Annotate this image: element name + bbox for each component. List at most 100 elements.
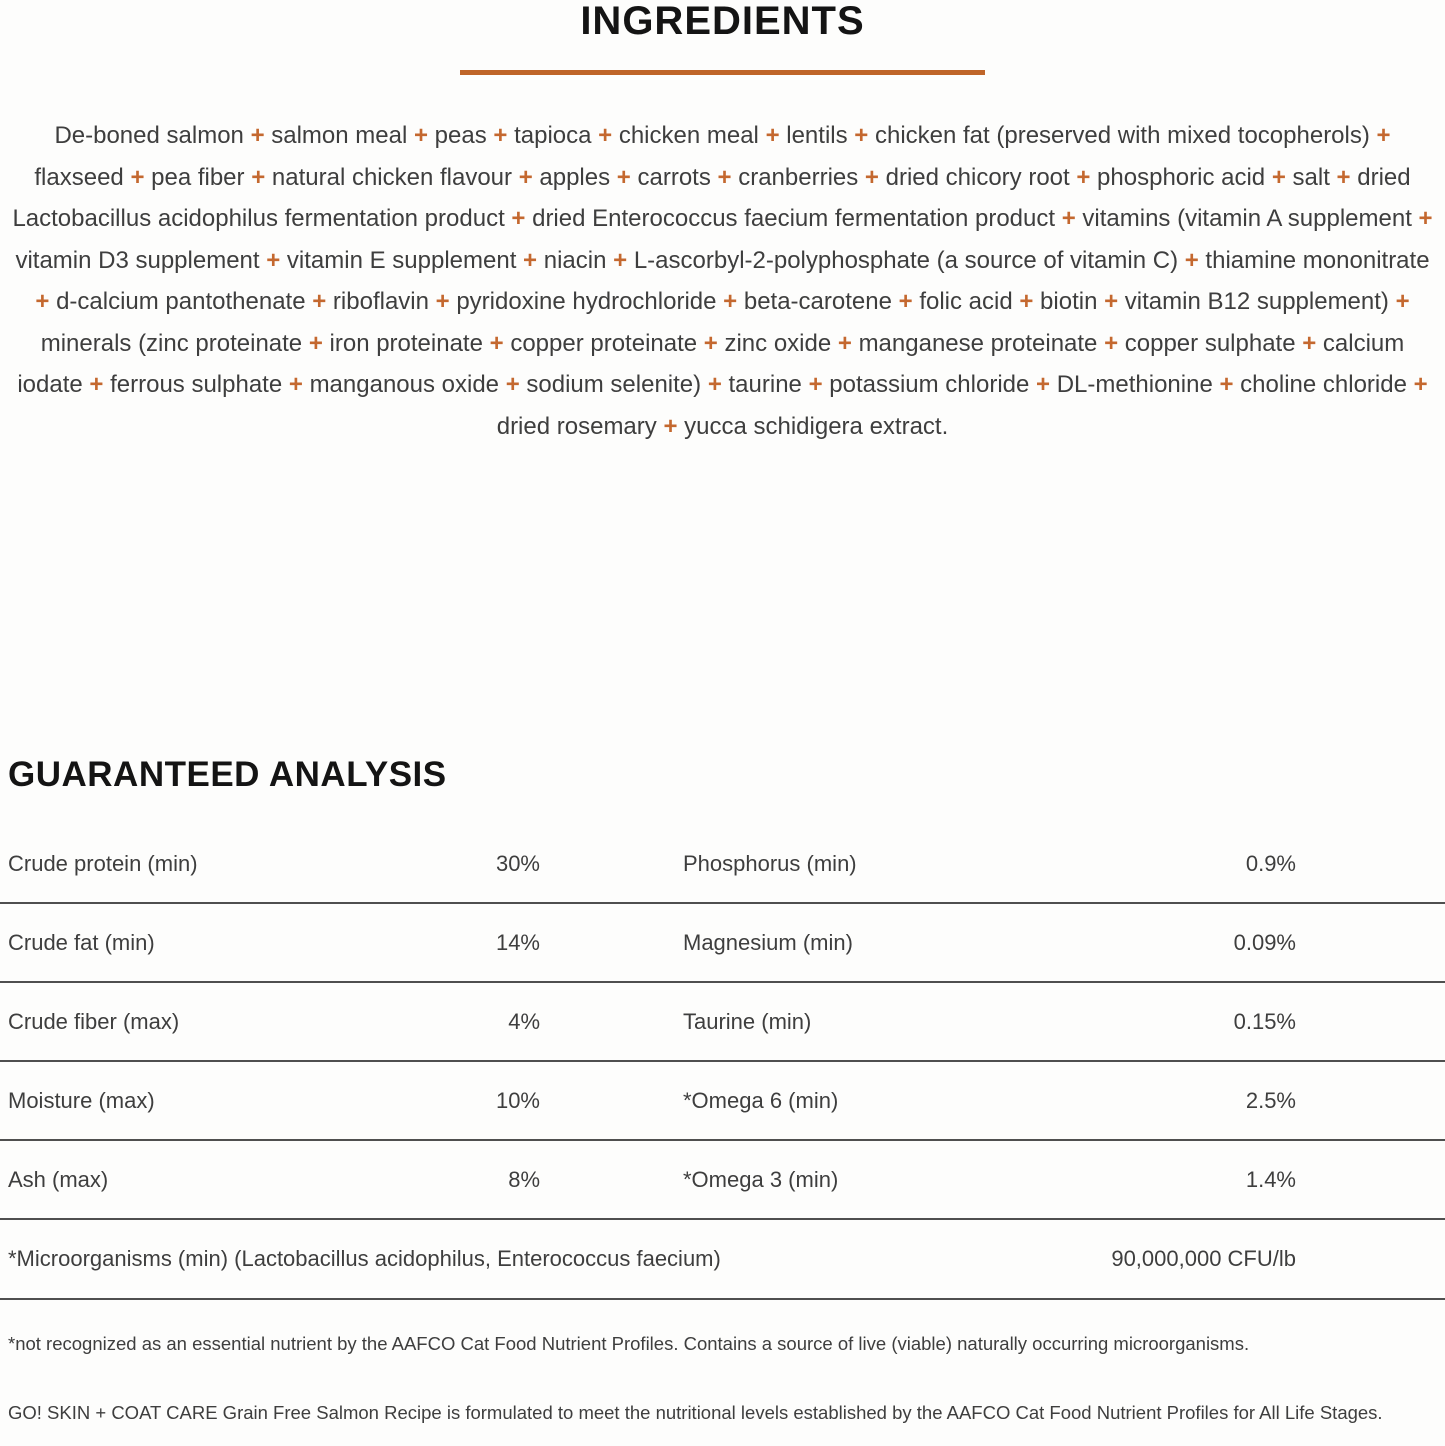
ingredient-item: L-ascorbyl-2-polyphosphate (a source of … xyxy=(633,246,1179,274)
ingredient-item: pyridoxine hydrochloride xyxy=(456,288,717,315)
plus-separator: + xyxy=(511,205,526,232)
plus-separator: + xyxy=(89,371,104,398)
plus-separator: + xyxy=(707,371,722,398)
ingredient-item: dried rosemary xyxy=(496,412,657,440)
plus-separator: + xyxy=(1376,122,1391,149)
microorganisms-label: *Microorganisms (min) (Lactobacillus aci… xyxy=(8,1246,721,1271)
plus-separator: + xyxy=(489,329,504,357)
analysis-value: 0.9% xyxy=(1245,850,1296,876)
analysis-value: 8% xyxy=(508,1166,540,1192)
plus-separator: + xyxy=(413,122,428,149)
ingredient-item: minerals (zinc proteinate xyxy=(40,329,303,357)
analysis-value: 30% xyxy=(495,850,540,876)
plus-separator: + xyxy=(435,288,450,315)
plus-separator: + xyxy=(1302,329,1317,357)
ingredient-item: vitamin E supplement xyxy=(286,246,517,274)
ingredient-item: thiamine mononitrate xyxy=(1205,246,1430,274)
analysis-value: 10% xyxy=(495,1087,540,1113)
plus-separator: + xyxy=(1036,371,1051,398)
guaranteed-analysis-title: GUARANTEED ANALYSIS xyxy=(8,755,447,794)
ingredients-section: INGREDIENTS De-boned salmon + salmon mea… xyxy=(0,0,1445,491)
ingredient-item: salmon meal xyxy=(271,122,408,149)
analysis-table: Crude protein (min) 30% Phosphorus (min) 0.… xyxy=(0,825,1445,1220)
plus-separator: + xyxy=(616,163,631,191)
ingredient-item: sodium selenite) xyxy=(526,371,702,398)
plus-separator: + xyxy=(864,163,879,191)
plus-separator: + xyxy=(898,288,913,315)
plus-separator: + xyxy=(854,122,869,149)
guaranteed-analysis-section: GUARANTEED ANALYSIS Crude protein (min) 3… xyxy=(0,757,1445,1300)
plus-separator: + xyxy=(1413,371,1428,398)
analysis-label: Phosphorus (min) xyxy=(683,850,857,876)
analysis-label: Taurine (min) xyxy=(683,1008,812,1034)
plus-separator: + xyxy=(1076,163,1091,191)
ingredient-item: taurine xyxy=(728,371,802,398)
ingredient-item: copper proteinate xyxy=(510,329,698,357)
ingredient-item: peas xyxy=(434,122,487,149)
plus-separator: + xyxy=(266,246,281,274)
plus-separator: + xyxy=(523,246,538,274)
ingredient-item: ferrous sulphate xyxy=(110,371,283,398)
ingredient-item: yucca schidigera extract. xyxy=(684,412,949,440)
analysis-label: Moisture (max) xyxy=(8,1087,155,1113)
ingredient-item: choline chloride xyxy=(1240,371,1407,398)
analysis-row: Ash (max) 8% *Omega 3 (min) 1.4% xyxy=(0,1141,1445,1220)
analysis-value: 1.4% xyxy=(1245,1166,1296,1192)
plus-separator: + xyxy=(1184,246,1199,274)
ingredient-item: tapioca xyxy=(514,122,592,149)
analysis-value: 14% xyxy=(495,929,540,955)
ingredient-item: d-calcium pantothenate xyxy=(56,288,306,315)
analysis-row: Moisture (max) 10% *Omega 6 (min) 2.5% xyxy=(0,1062,1445,1141)
plus-separator: + xyxy=(35,288,50,315)
analysis-label: *Omega 3 (min) xyxy=(683,1166,839,1192)
ingredient-item: zinc oxide xyxy=(724,329,832,357)
ingredient-item: iron proteinate xyxy=(329,329,483,357)
plus-separator: + xyxy=(1061,205,1076,232)
ingredient-item: beta-carotene xyxy=(743,288,892,315)
analysis-value: 2.5% xyxy=(1245,1087,1296,1113)
analysis-label: Crude protein (min) xyxy=(8,850,198,876)
plus-separator: + xyxy=(1336,163,1351,191)
plus-separator: + xyxy=(308,329,323,357)
ingredient-item: vitamins (vitamin A supplement xyxy=(1082,205,1412,232)
plus-separator: + xyxy=(518,163,533,191)
ingredient-item: niacin xyxy=(543,246,607,274)
plus-separator: + xyxy=(1219,371,1234,398)
plus-separator: + xyxy=(493,122,508,149)
analysis-label: Ash (max) xyxy=(8,1166,109,1192)
analysis-value: 0.15% xyxy=(1233,1008,1296,1034)
ingredients-paragraph: De-boned salmon + salmon meal + peas + t… xyxy=(0,115,1445,491)
ingredient-item: dried Lactobacillus acidophilus fermenta… xyxy=(12,163,1411,233)
ingredient-item: manganous oxide xyxy=(309,371,500,398)
ingredient-item: dried chicory root xyxy=(885,163,1070,191)
plus-separator: + xyxy=(1104,329,1119,357)
ingredient-item: calcium iodate xyxy=(17,329,1405,399)
analysis-row: Crude protein (min) 30% Phosphorus (min) 0.… xyxy=(0,825,1445,904)
plus-separator: + xyxy=(717,163,732,191)
ingredient-item: De-boned salmon xyxy=(54,122,244,149)
analysis-value: 4% xyxy=(508,1008,540,1034)
analysis-label: Crude fat (min) xyxy=(8,929,155,955)
ingredient-item: potassium chloride xyxy=(829,371,1030,398)
plus-separator: + xyxy=(723,288,738,315)
ingredient-item: natural chicken flavour xyxy=(271,163,513,191)
ingredient-item: pea fiber xyxy=(151,163,245,191)
ingredient-item: vitamin B12 supplement) xyxy=(1124,288,1389,315)
plus-separator: + xyxy=(288,371,303,398)
analysis-label: Magnesium (min) xyxy=(683,929,853,955)
ingredient-item: folic acid xyxy=(919,288,1013,315)
plus-separator: + xyxy=(251,163,266,191)
ingredients-title: INGREDIENTS xyxy=(580,0,865,43)
plus-separator: + xyxy=(598,122,613,149)
ingredient-item: salt xyxy=(1292,163,1330,191)
plus-separator: + xyxy=(1395,288,1410,315)
ingredient-item: apples xyxy=(539,163,611,191)
ingredient-item: chicken fat (preserved with mixed tocoph… xyxy=(874,122,1370,149)
plus-separator: + xyxy=(130,163,145,191)
ingredient-item: lentils xyxy=(786,122,848,149)
plus-separator: + xyxy=(703,329,718,357)
microorganisms-value: 90,000,000 CFU/lb xyxy=(1111,1246,1296,1271)
ingredient-item: copper sulphate xyxy=(1124,329,1296,357)
orange-divider xyxy=(460,70,985,75)
